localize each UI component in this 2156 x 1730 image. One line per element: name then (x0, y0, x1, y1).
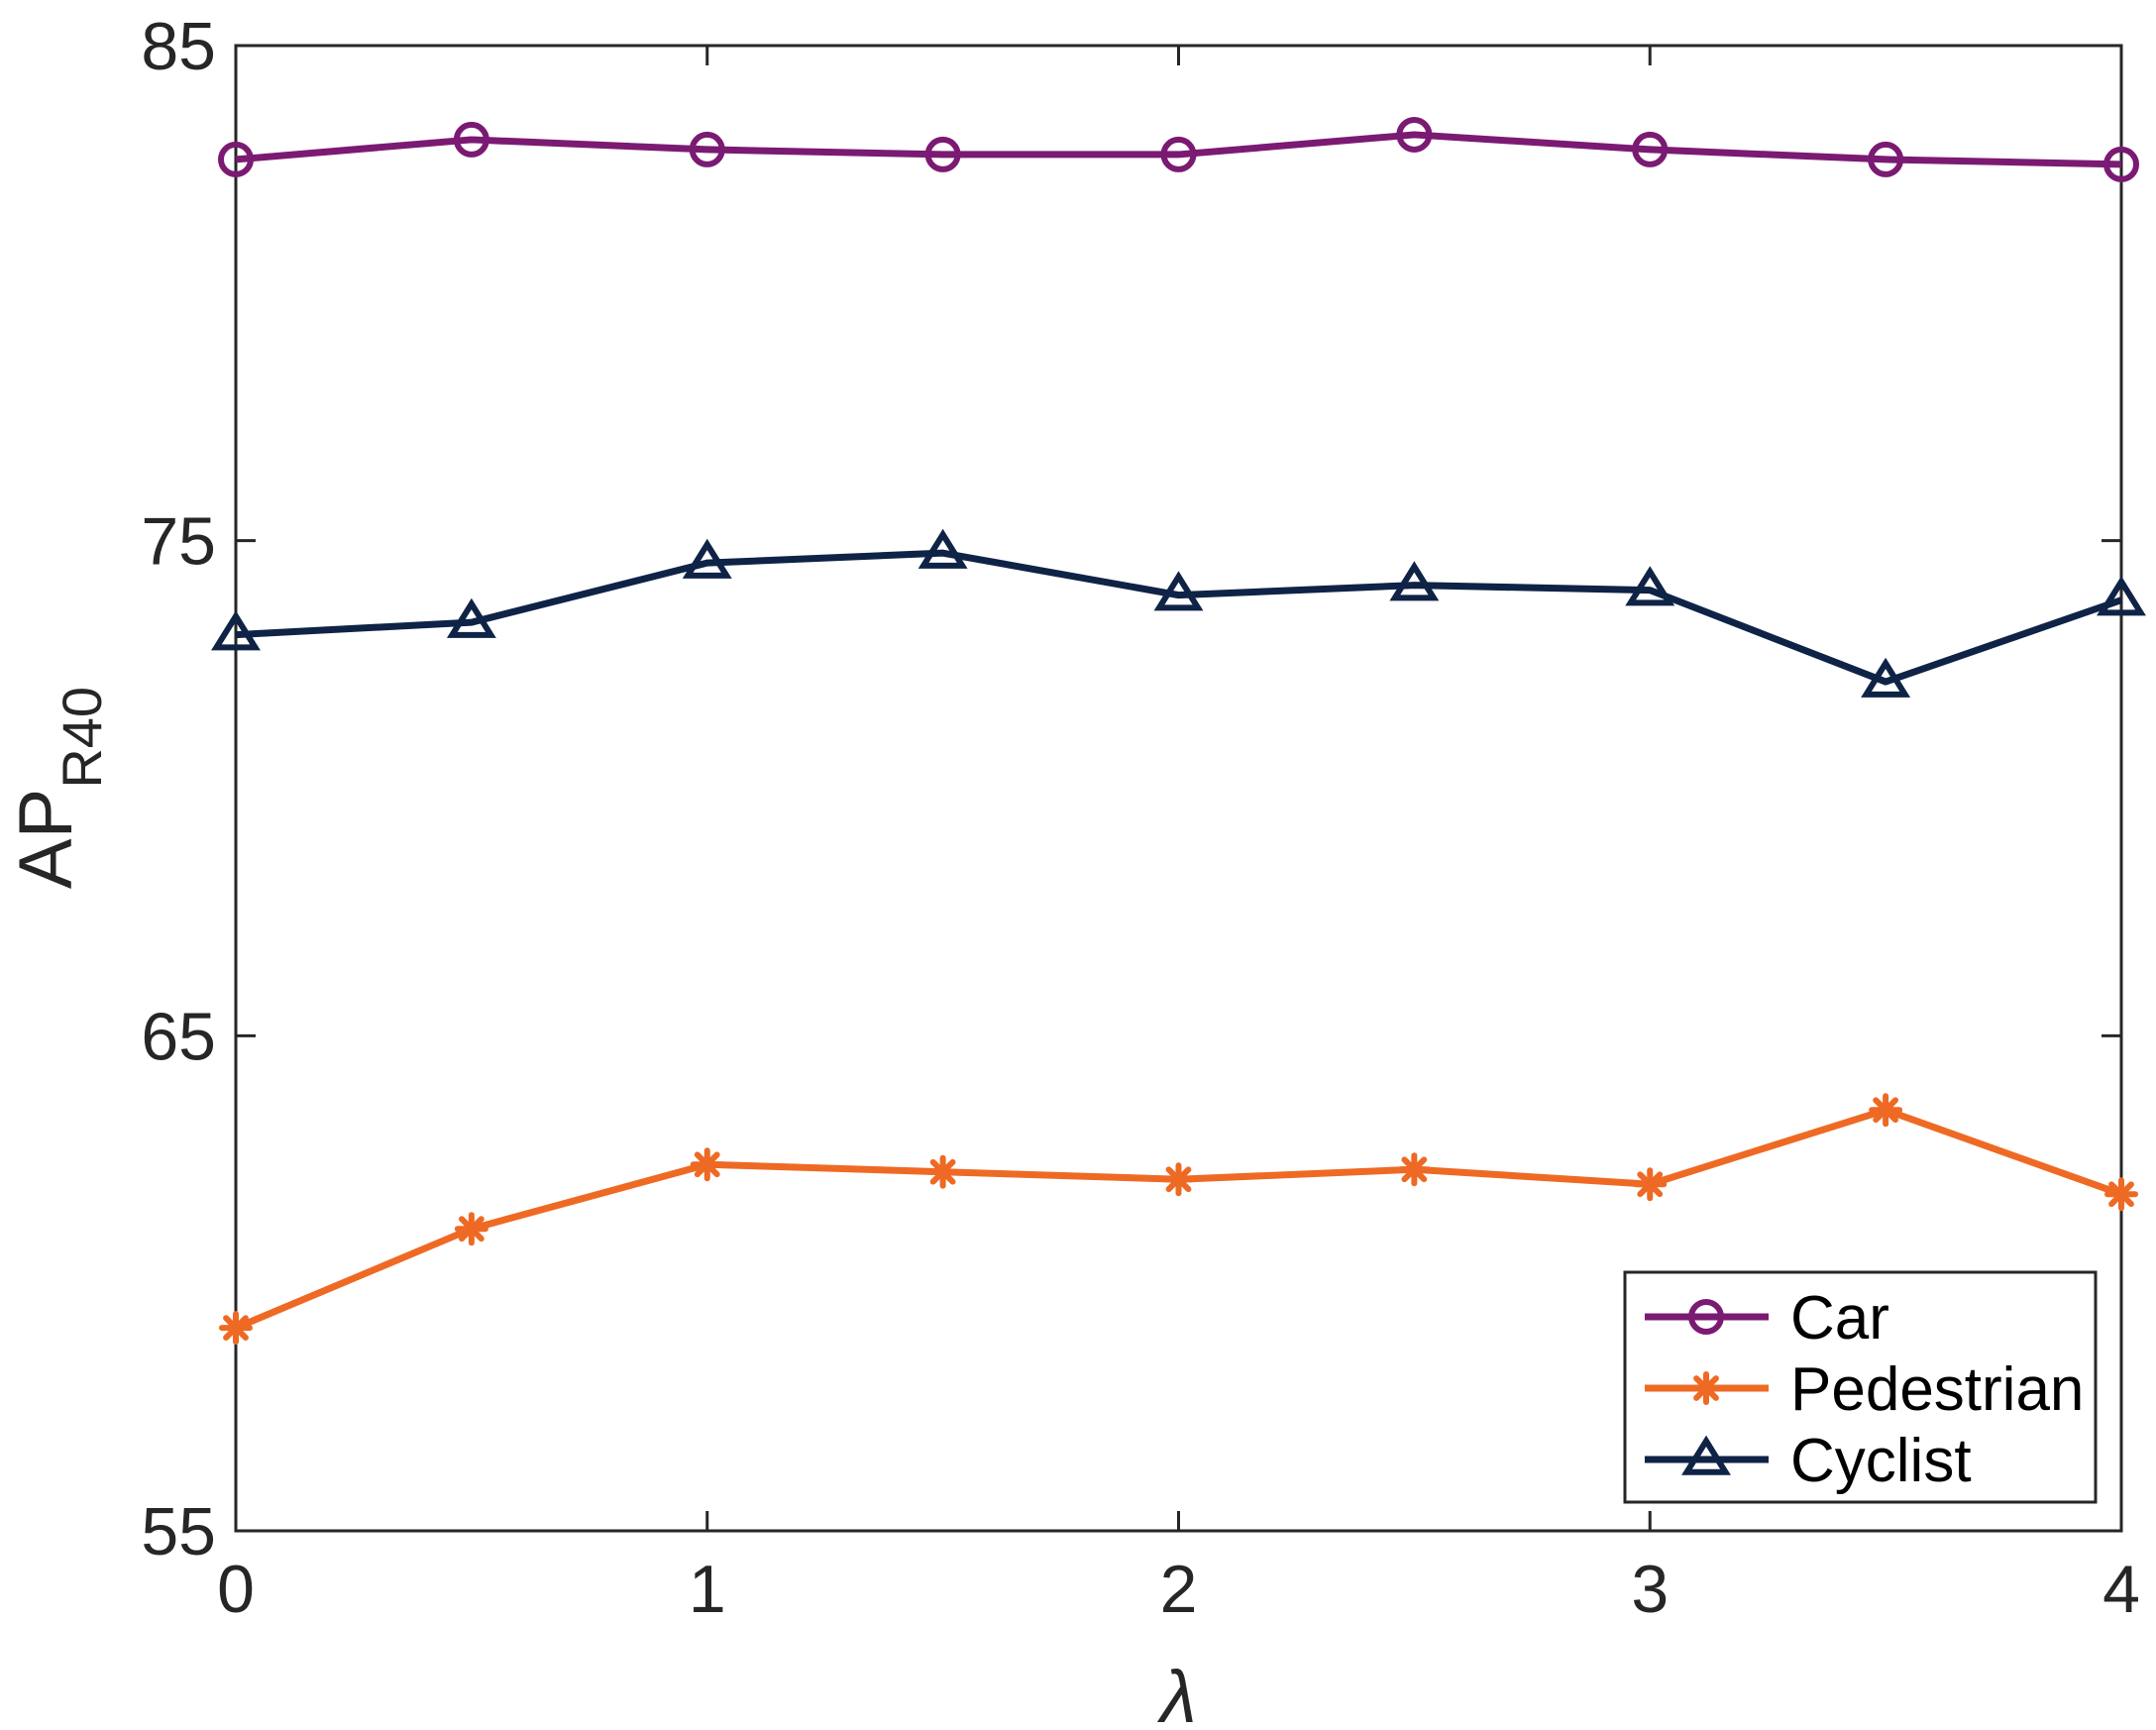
x-axis-title: λ (1156, 1656, 1196, 1730)
x-tick-label: 2 (1160, 1552, 1198, 1627)
legend-label: Pedestrian (1790, 1355, 2084, 1424)
axes-layer: 0 1 2 3 4 55 65 75 85 λ APR40 (4, 9, 2140, 1730)
y-tick-label: 75 (141, 504, 216, 580)
series-line-car (235, 131, 2122, 168)
legend-item-car: Car (1645, 1284, 1889, 1352)
x-tick-label: 0 (217, 1552, 255, 1627)
y-tick-label: 55 (141, 1494, 216, 1569)
legend-item-pedestrian: Pedestrian (1645, 1355, 2084, 1424)
legend-marker (1688, 1299, 1724, 1335)
asterisk-stroke (1165, 1166, 1192, 1193)
point-pedestrian (219, 1311, 253, 1346)
point-car (1632, 131, 1669, 167)
asterisk-stroke (1401, 1156, 1428, 1183)
series-pedestrian (219, 1093, 2138, 1346)
series-cyclist (211, 528, 2146, 698)
point-car (453, 121, 489, 158)
asterisk-stroke (1693, 1375, 1719, 1401)
asterisk-stroke (1873, 1097, 1899, 1124)
point-car (924, 136, 961, 172)
legend-item-cyclist: Cyclist (1645, 1427, 1972, 1495)
x-tick-label: 4 (2102, 1552, 2140, 1627)
point-cyclist (446, 597, 496, 638)
point-car (2103, 146, 2139, 182)
legend-marker (1689, 1371, 1723, 1405)
point-cyclist (682, 538, 732, 579)
point-pedestrian (1397, 1152, 1432, 1187)
point-cyclist (917, 528, 968, 569)
point-pedestrian (1869, 1093, 1903, 1128)
point-pedestrian (454, 1212, 488, 1246)
point-pedestrian (925, 1154, 960, 1189)
asterisk-stroke (929, 1158, 956, 1185)
point-car (218, 141, 254, 177)
x-tick-label: 3 (1631, 1552, 1669, 1627)
series-line-cyclist (235, 549, 2123, 686)
series-layer (211, 116, 2146, 1346)
legend-label: Cyclist (1790, 1427, 1972, 1495)
asterisk-stroke (1637, 1171, 1664, 1198)
x-tick-label: 1 (689, 1552, 726, 1627)
point-car (1396, 116, 1433, 153)
legend-marker (1681, 1435, 1731, 1475)
asterisk-stroke (2108, 1181, 2134, 1208)
point-cyclist (1625, 566, 1675, 606)
point-pedestrian (1161, 1162, 1196, 1197)
point-cyclist (1861, 657, 1911, 698)
point-pedestrian (690, 1147, 724, 1182)
y-axis-title: APR40 (4, 687, 113, 889)
y-axis-title-subscript: R40 (51, 687, 113, 789)
point-car (1868, 141, 1904, 177)
point-car (1160, 136, 1197, 172)
point-cyclist (2097, 576, 2146, 616)
asterisk-stroke (458, 1216, 485, 1243)
point-pedestrian (1633, 1167, 1668, 1202)
series-car (218, 116, 2139, 182)
y-axis-title-main: AP (4, 789, 88, 889)
point-cyclist (211, 610, 261, 651)
y-tick-label: 65 (141, 999, 216, 1074)
asterisk-stroke (694, 1151, 720, 1178)
point-car (689, 131, 725, 167)
y-tick-label: 85 (141, 9, 216, 84)
legend-label: Car (1790, 1284, 1889, 1352)
asterisk-stroke (223, 1315, 249, 1342)
point-pedestrian (2104, 1177, 2138, 1212)
point-cyclist (1153, 571, 1204, 611)
point-cyclist (1389, 561, 1440, 601)
